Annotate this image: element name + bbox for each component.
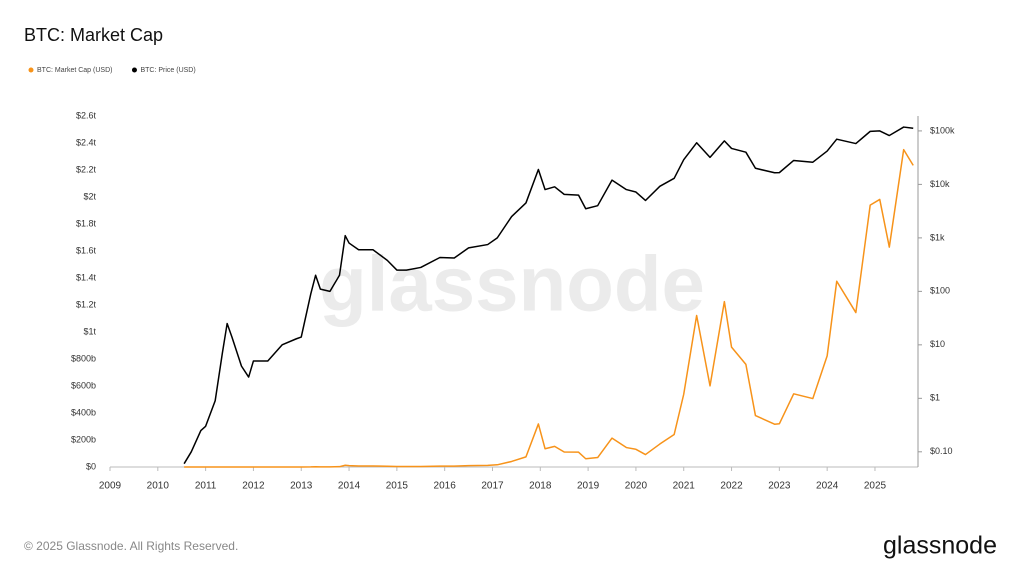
legend-label: BTC: Market Cap (USD) — [37, 67, 112, 74]
y-tick-label: $2.2t — [76, 164, 97, 174]
x-tick-label: 2017 — [481, 481, 504, 492]
y2-tick-label: $10 — [930, 339, 945, 349]
y-tick-label: $2t — [83, 191, 96, 201]
y2-tick-label: $100k — [930, 125, 955, 135]
x-tick-label: 2010 — [147, 481, 170, 492]
y-tick-label: $1.2t — [76, 299, 97, 309]
x-tick-label: 2016 — [434, 481, 457, 492]
y-tick-label: $1t — [83, 326, 96, 336]
y2-tick-label: $10k — [930, 179, 950, 189]
y-tick-label: $400b — [71, 407, 96, 417]
x-tick-label: 2013 — [290, 481, 313, 492]
y-tick-label: $1.4t — [76, 272, 97, 282]
logo: glassnode — [883, 532, 997, 560]
y-tick-label: $1.8t — [76, 218, 97, 228]
x-tick-label: 2025 — [864, 481, 887, 492]
y-tick-label: $200b — [71, 434, 96, 444]
y-tick-label: $800b — [71, 353, 96, 363]
x-tick-label: 2020 — [625, 481, 648, 492]
y2-tick-label: $100 — [930, 286, 950, 296]
y-tick-label: $2.4t — [76, 137, 97, 147]
y-tick-label: $2.6t — [76, 110, 97, 120]
x-tick-label: 2015 — [386, 481, 409, 492]
x-tick-label: 2024 — [816, 481, 839, 492]
y2-tick-label: $1 — [930, 393, 940, 403]
watermark: glassnode — [319, 240, 705, 328]
legend-marker — [28, 67, 34, 73]
x-tick-label: 2014 — [338, 481, 361, 492]
x-tick-label: 2022 — [720, 481, 743, 492]
y2-tick-label: $1k — [930, 232, 945, 242]
series-line — [184, 148, 914, 468]
y-tick-label: $1.6t — [76, 245, 97, 255]
x-tick-label: 2009 — [99, 481, 122, 492]
x-tick-label: 2011 — [195, 481, 217, 492]
copyright: © 2025 Glassnode. All Rights Reserved. — [24, 539, 238, 553]
x-tick-label: 2018 — [529, 481, 552, 492]
x-tick-label: 2012 — [242, 481, 265, 492]
x-tick-label: 2023 — [768, 481, 791, 492]
legend-marker — [131, 67, 137, 73]
legend-label: BTC: Price (USD) — [140, 67, 195, 74]
x-tick-label: 2019 — [577, 481, 600, 492]
y-tick-label: $600b — [71, 380, 96, 390]
y2-tick-label: $0.10 — [930, 446, 953, 456]
y-tick-label: $0 — [86, 461, 96, 471]
chart-title: BTC: Market Cap — [24, 25, 163, 45]
x-tick-label: 2021 — [673, 481, 696, 492]
series-line — [183, 126, 914, 465]
